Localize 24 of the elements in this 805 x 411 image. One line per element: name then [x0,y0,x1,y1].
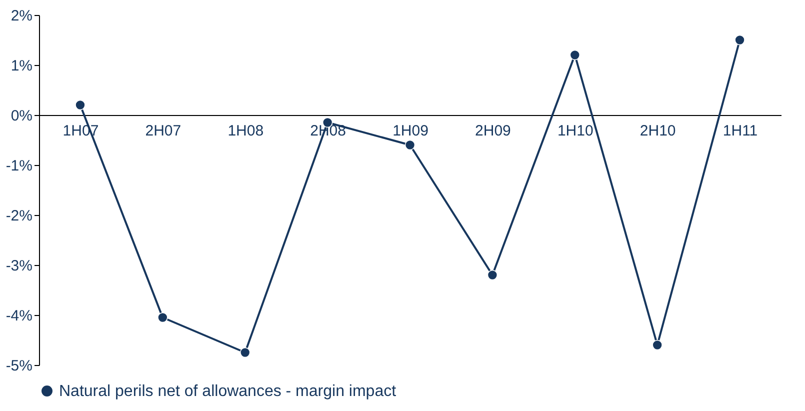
y-tick-label: -1% [6,158,32,174]
point [487,270,498,280]
x-tick-label: 2H09 [475,122,511,140]
x-tick-label: 1H09 [392,122,428,140]
y-tick-label: -5% [6,358,32,374]
x-tick-label: 1H11 [722,122,758,140]
y-tick-label: 1% [10,58,32,74]
y-tick-label: 0% [10,108,32,124]
y-tick-label: 2% [10,8,32,24]
x-tick-label: 2H10 [640,122,676,140]
legend-label: Natural perils net of allowances - margin impact [59,383,397,400]
point [570,50,580,60]
y-tick-label: -4% [6,308,32,324]
point [734,34,745,46]
x-tick-label: 2H07 [145,122,182,140]
x-tick-label: 1H10 [557,122,594,140]
y-tick-label: -3% [6,258,32,274]
point [404,140,416,150]
point [158,312,168,323]
point [240,347,250,358]
point [75,100,86,110]
y-tick-label: -2% [6,208,32,224]
point [652,340,662,350]
x-tick-label: 1H08 [228,122,264,140]
